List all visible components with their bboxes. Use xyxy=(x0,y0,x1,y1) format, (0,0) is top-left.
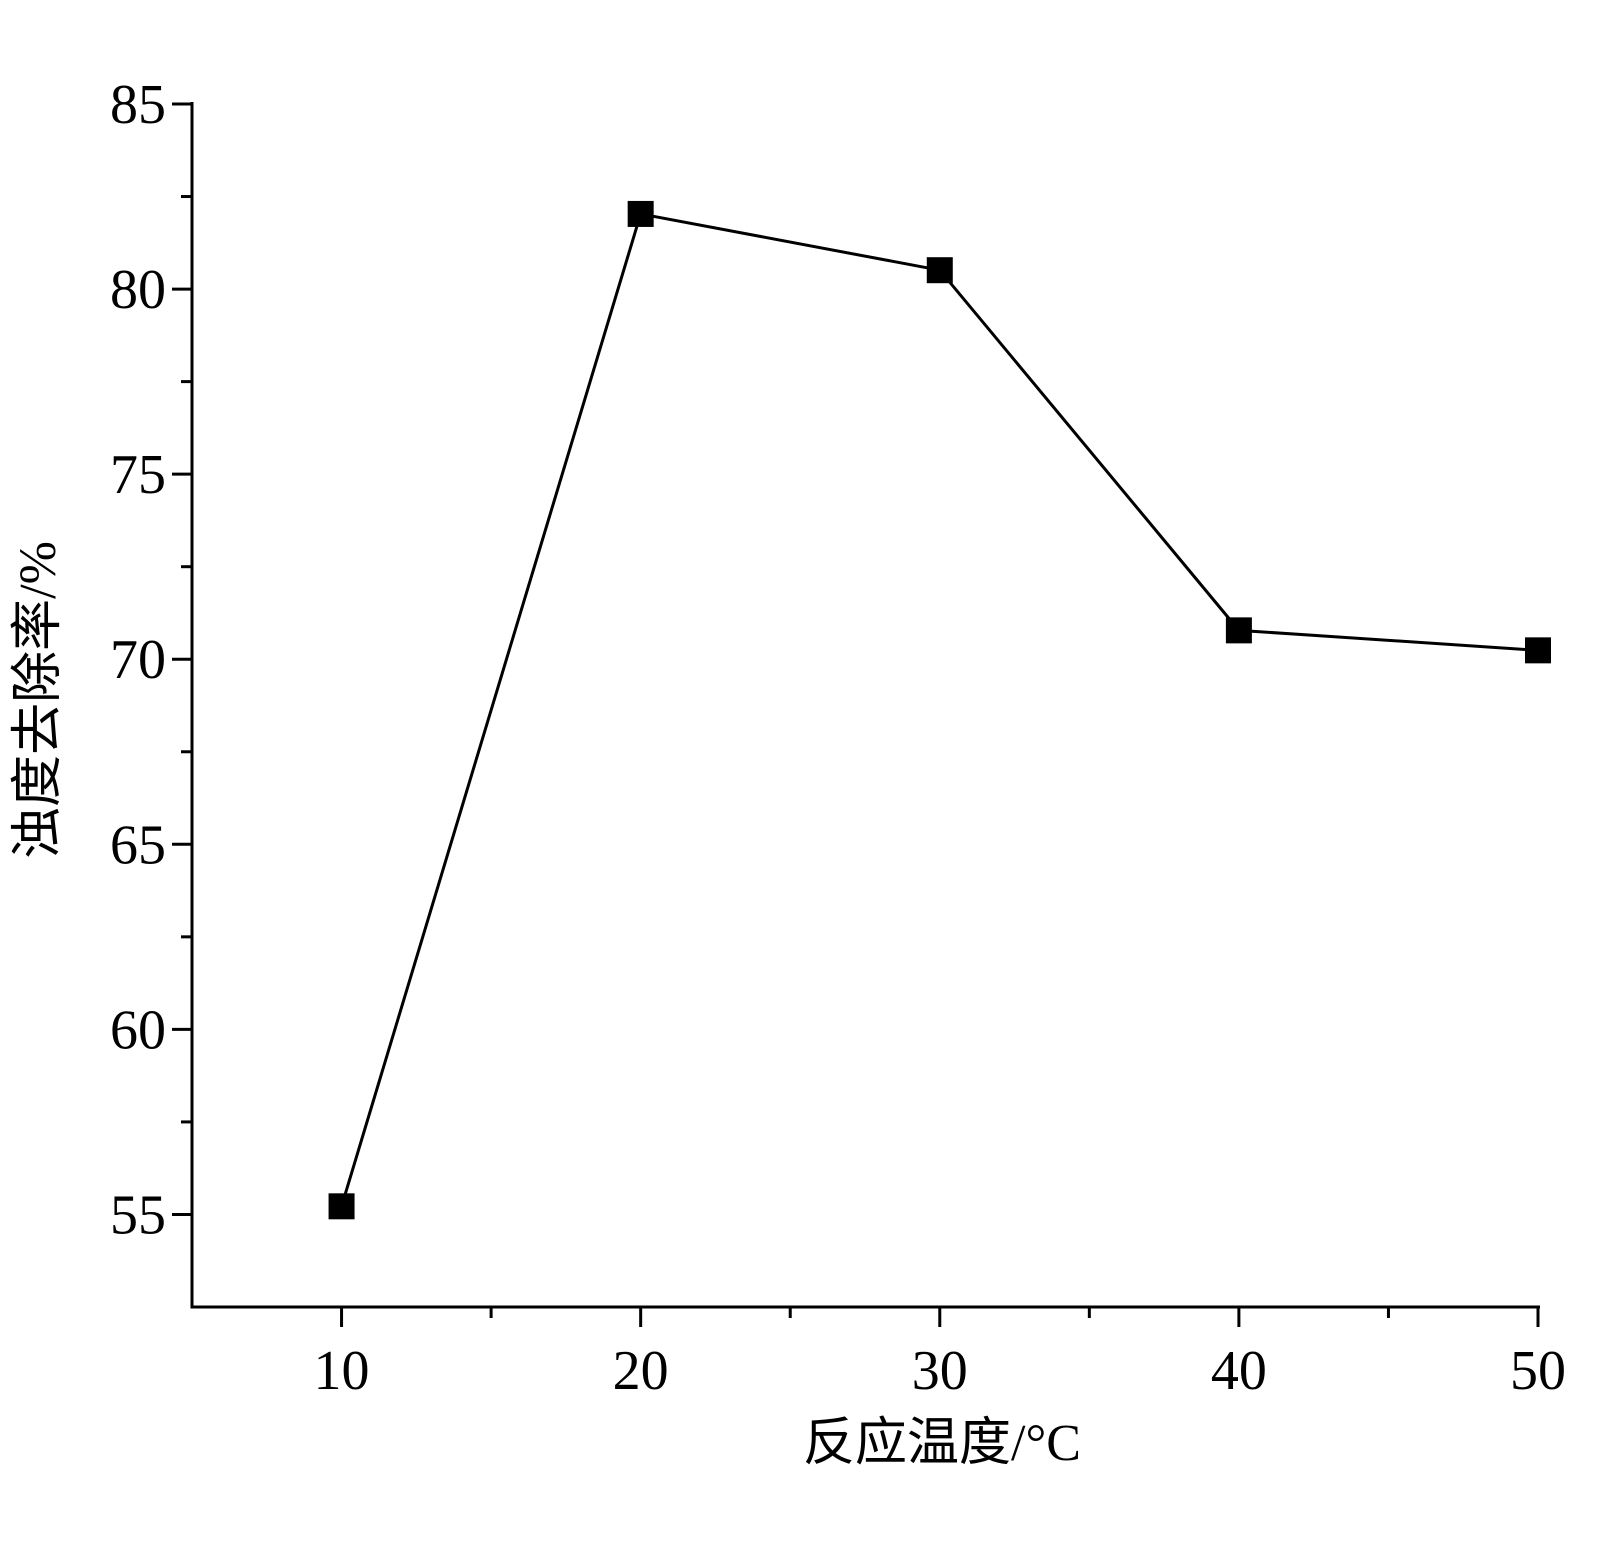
y-axis-label: 浊度去除率/% xyxy=(10,541,67,859)
y-tick-label: 65 xyxy=(110,814,166,876)
y-tick-label: 85 xyxy=(110,74,166,136)
x-tick-label: 10 xyxy=(314,1340,370,1402)
line xyxy=(340,212,1539,1207)
x-tick-label: 40 xyxy=(1211,1340,1267,1402)
y-tick-label: 70 xyxy=(110,629,166,691)
x-tick-label: 30 xyxy=(912,1340,968,1402)
y-tick-label: 55 xyxy=(110,1184,166,1246)
marker xyxy=(926,257,953,284)
y-tick-label: 80 xyxy=(110,259,166,321)
y-tick-label: 75 xyxy=(110,444,166,506)
marker xyxy=(627,200,654,227)
x-tick-label: 50 xyxy=(1510,1340,1566,1402)
x-axis-label: 反应温度/°C xyxy=(803,1415,1081,1472)
marker xyxy=(328,1193,355,1220)
marker xyxy=(1525,637,1551,664)
y-tick-label: 60 xyxy=(110,999,166,1061)
marker xyxy=(1225,617,1252,644)
x-tick-label: 20 xyxy=(613,1340,669,1402)
